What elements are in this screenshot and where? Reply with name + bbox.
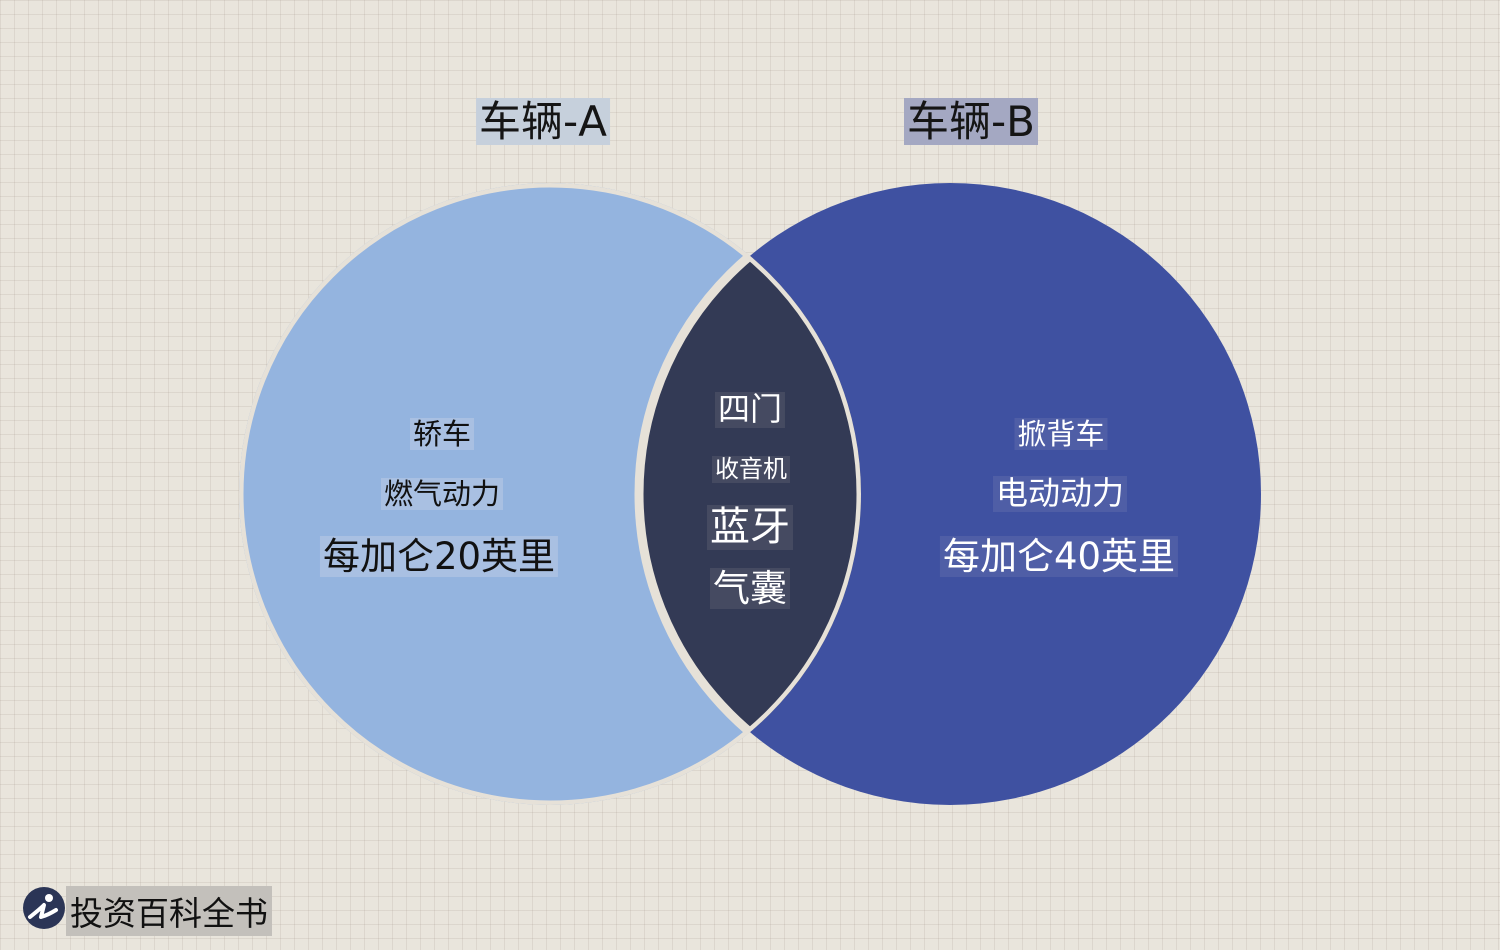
shared-item-bluetooth: 蓝牙 [707,505,793,550]
investopedia-logo-icon [22,886,66,930]
vehicle-b-item-mpg: 每加仑40英里 [940,536,1178,577]
vehicle-a-title: 车辆-A [476,98,610,145]
vehicle-a-item-gas-powered: 燃气动力 [381,478,503,510]
shared-item-airbags: 气囊 [710,568,790,609]
shared-item-radio: 收音机 [712,456,790,483]
vehicle-b-item-hatchback: 掀背车 [1014,418,1107,450]
vehicle-b-item-electric: 电动动力 [993,476,1127,512]
vehicle-b-title: 车辆-B [904,98,1038,145]
vehicle-a-item-mpg: 每加仑20英里 [320,536,558,577]
shared-item-four-door: 四门 [715,392,785,428]
brand-name: 投资百科全书 [66,886,272,936]
vehicle-a-item-sedan: 轿车 [410,418,474,450]
